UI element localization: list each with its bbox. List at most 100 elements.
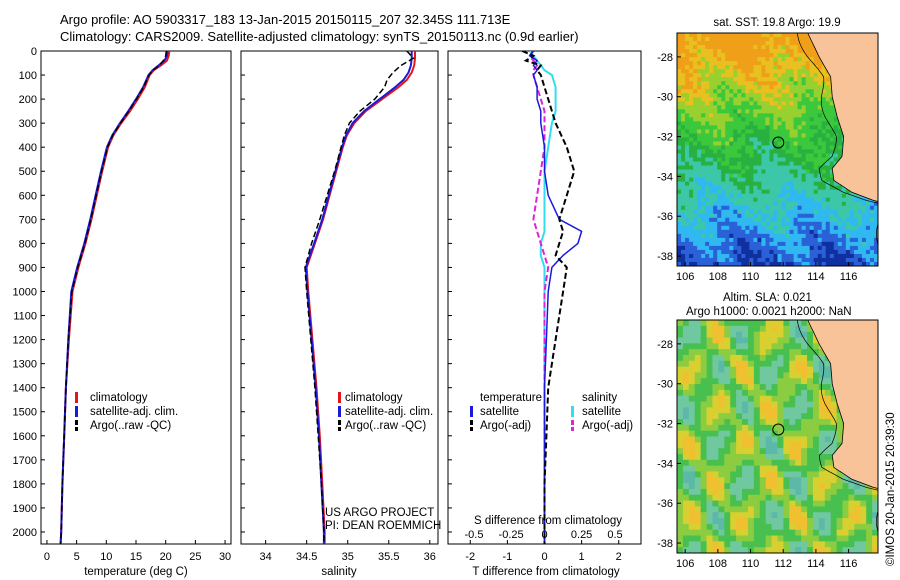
- heatmap-cell: [681, 245, 686, 251]
- heatmap-cell: [713, 161, 718, 166]
- heatmap-cell: [700, 459, 707, 467]
- heatmap-cell: [747, 483, 755, 490]
- heatmap-cell: [717, 69, 722, 74]
- heatmap-cell: [677, 105, 682, 110]
- heatmap-cell: [729, 173, 734, 179]
- heatmap-cell: [848, 518, 855, 525]
- heatmap-cell: [813, 53, 819, 58]
- heatmap-cell: [813, 237, 819, 243]
- heatmap-cell: [865, 201, 871, 207]
- heatmap-cell: [813, 197, 819, 203]
- heatmap-cell: [860, 547, 867, 553]
- heatmap-cell: [771, 354, 778, 362]
- heatmap-cell: [717, 121, 722, 126]
- heatmap-cell: [729, 141, 734, 146]
- heatmap-cell: [745, 193, 750, 199]
- lat-tick-label: -32: [657, 419, 673, 431]
- heatmap-cell: [789, 378, 796, 385]
- heatmap-cell: [757, 37, 762, 42]
- heatmap-cell: [789, 523, 796, 531]
- s-difference-tick-label: -0.25: [499, 529, 524, 541]
- heatmap-cell: [677, 494, 684, 501]
- heatmap-cell: [693, 189, 698, 195]
- heatmap-cell: [701, 189, 706, 195]
- heatmap-cell: [685, 133, 690, 138]
- heatmap-cell: [773, 253, 778, 259]
- heatmap-cell: [789, 471, 796, 478]
- heatmap-cell: [688, 401, 696, 408]
- heatmap-cell: [745, 81, 750, 86]
- heatmap-cell: [817, 201, 823, 207]
- heatmap-cell: [689, 41, 694, 46]
- heatmap-cell: [866, 523, 873, 531]
- heatmap-cell: [688, 541, 696, 548]
- heatmap-cell: [753, 137, 758, 142]
- heatmap-cell: [701, 117, 706, 122]
- heatmap-cell: [753, 217, 758, 223]
- depth-tick-label: 100: [19, 70, 37, 82]
- heatmap-cell: [721, 249, 726, 255]
- heatmap-cell: [697, 125, 702, 130]
- heatmap-cell: [753, 541, 761, 548]
- heatmap-cell: [821, 137, 827, 142]
- heatmap-cell: [745, 137, 750, 142]
- heatmap-cell: [747, 407, 755, 414]
- heatmap-cell: [677, 33, 682, 38]
- heatmap-cell: [761, 133, 766, 138]
- heatmap-cell: [689, 69, 694, 74]
- heatmap-cell: [783, 459, 790, 467]
- heatmap-cell: [773, 197, 778, 203]
- heatmap-cell: [836, 518, 843, 525]
- heatmap-cell: [789, 201, 794, 207]
- heatmap-cell: [682, 407, 690, 414]
- heatmap-cell: [741, 189, 746, 195]
- heatmap-cell: [765, 69, 770, 74]
- heatmap-cell: [757, 57, 762, 62]
- heatmap-cell: [765, 45, 770, 50]
- heatmap-cell: [812, 523, 820, 531]
- heatmap-cell: [801, 33, 807, 38]
- heatmap-cell: [795, 360, 802, 367]
- heatmap-cell: [757, 121, 762, 126]
- heatmap-cell: [757, 209, 762, 215]
- heatmap-cell: [717, 113, 722, 118]
- heatmap-cell: [861, 237, 867, 243]
- heatmap-cell: [677, 137, 682, 142]
- heatmap-cell: [818, 471, 826, 478]
- heatmap-cell: [761, 197, 766, 203]
- heatmap-cell: [705, 69, 710, 74]
- heatmap-cell: [777, 237, 782, 243]
- heatmap-cell: [736, 424, 743, 432]
- heatmap-cell: [747, 424, 755, 432]
- heatmap-cell: [729, 169, 734, 175]
- heatmap-cell: [677, 177, 682, 183]
- heatmap-cell: [725, 53, 730, 58]
- heatmap-cell: [677, 45, 682, 50]
- heatmap-cell: [805, 217, 811, 223]
- heatmap-cell: [724, 523, 731, 531]
- heatmap-cell: [795, 512, 802, 519]
- lon-tick-label: 112: [774, 558, 792, 570]
- heatmap-cell: [737, 121, 742, 126]
- heatmap-cell: [713, 261, 718, 266]
- heatmap-cell: [741, 73, 746, 78]
- heatmap-cell: [783, 518, 790, 525]
- heatmap-cell: [761, 65, 766, 70]
- heatmap-cell: [857, 193, 863, 199]
- heatmap-cell: [757, 69, 762, 74]
- heatmap-cell: [860, 488, 867, 496]
- heatmap-cell: [821, 169, 827, 175]
- heatmap-cell: [725, 201, 730, 207]
- heatmap-cell: [765, 436, 772, 443]
- heatmap-cell: [865, 253, 871, 259]
- heatmap-cell: [793, 137, 798, 142]
- heatmap-cell: [724, 477, 731, 484]
- heatmap-cell: [797, 213, 803, 219]
- heatmap-cell: [841, 241, 847, 247]
- heatmap-cell: [753, 49, 758, 54]
- heatmap-cell: [701, 261, 706, 266]
- difference-profiles: [521, 51, 583, 544]
- heatmap-cell: [783, 471, 790, 478]
- heatmap-cell: [797, 73, 803, 78]
- heatmap-cell: [793, 153, 798, 158]
